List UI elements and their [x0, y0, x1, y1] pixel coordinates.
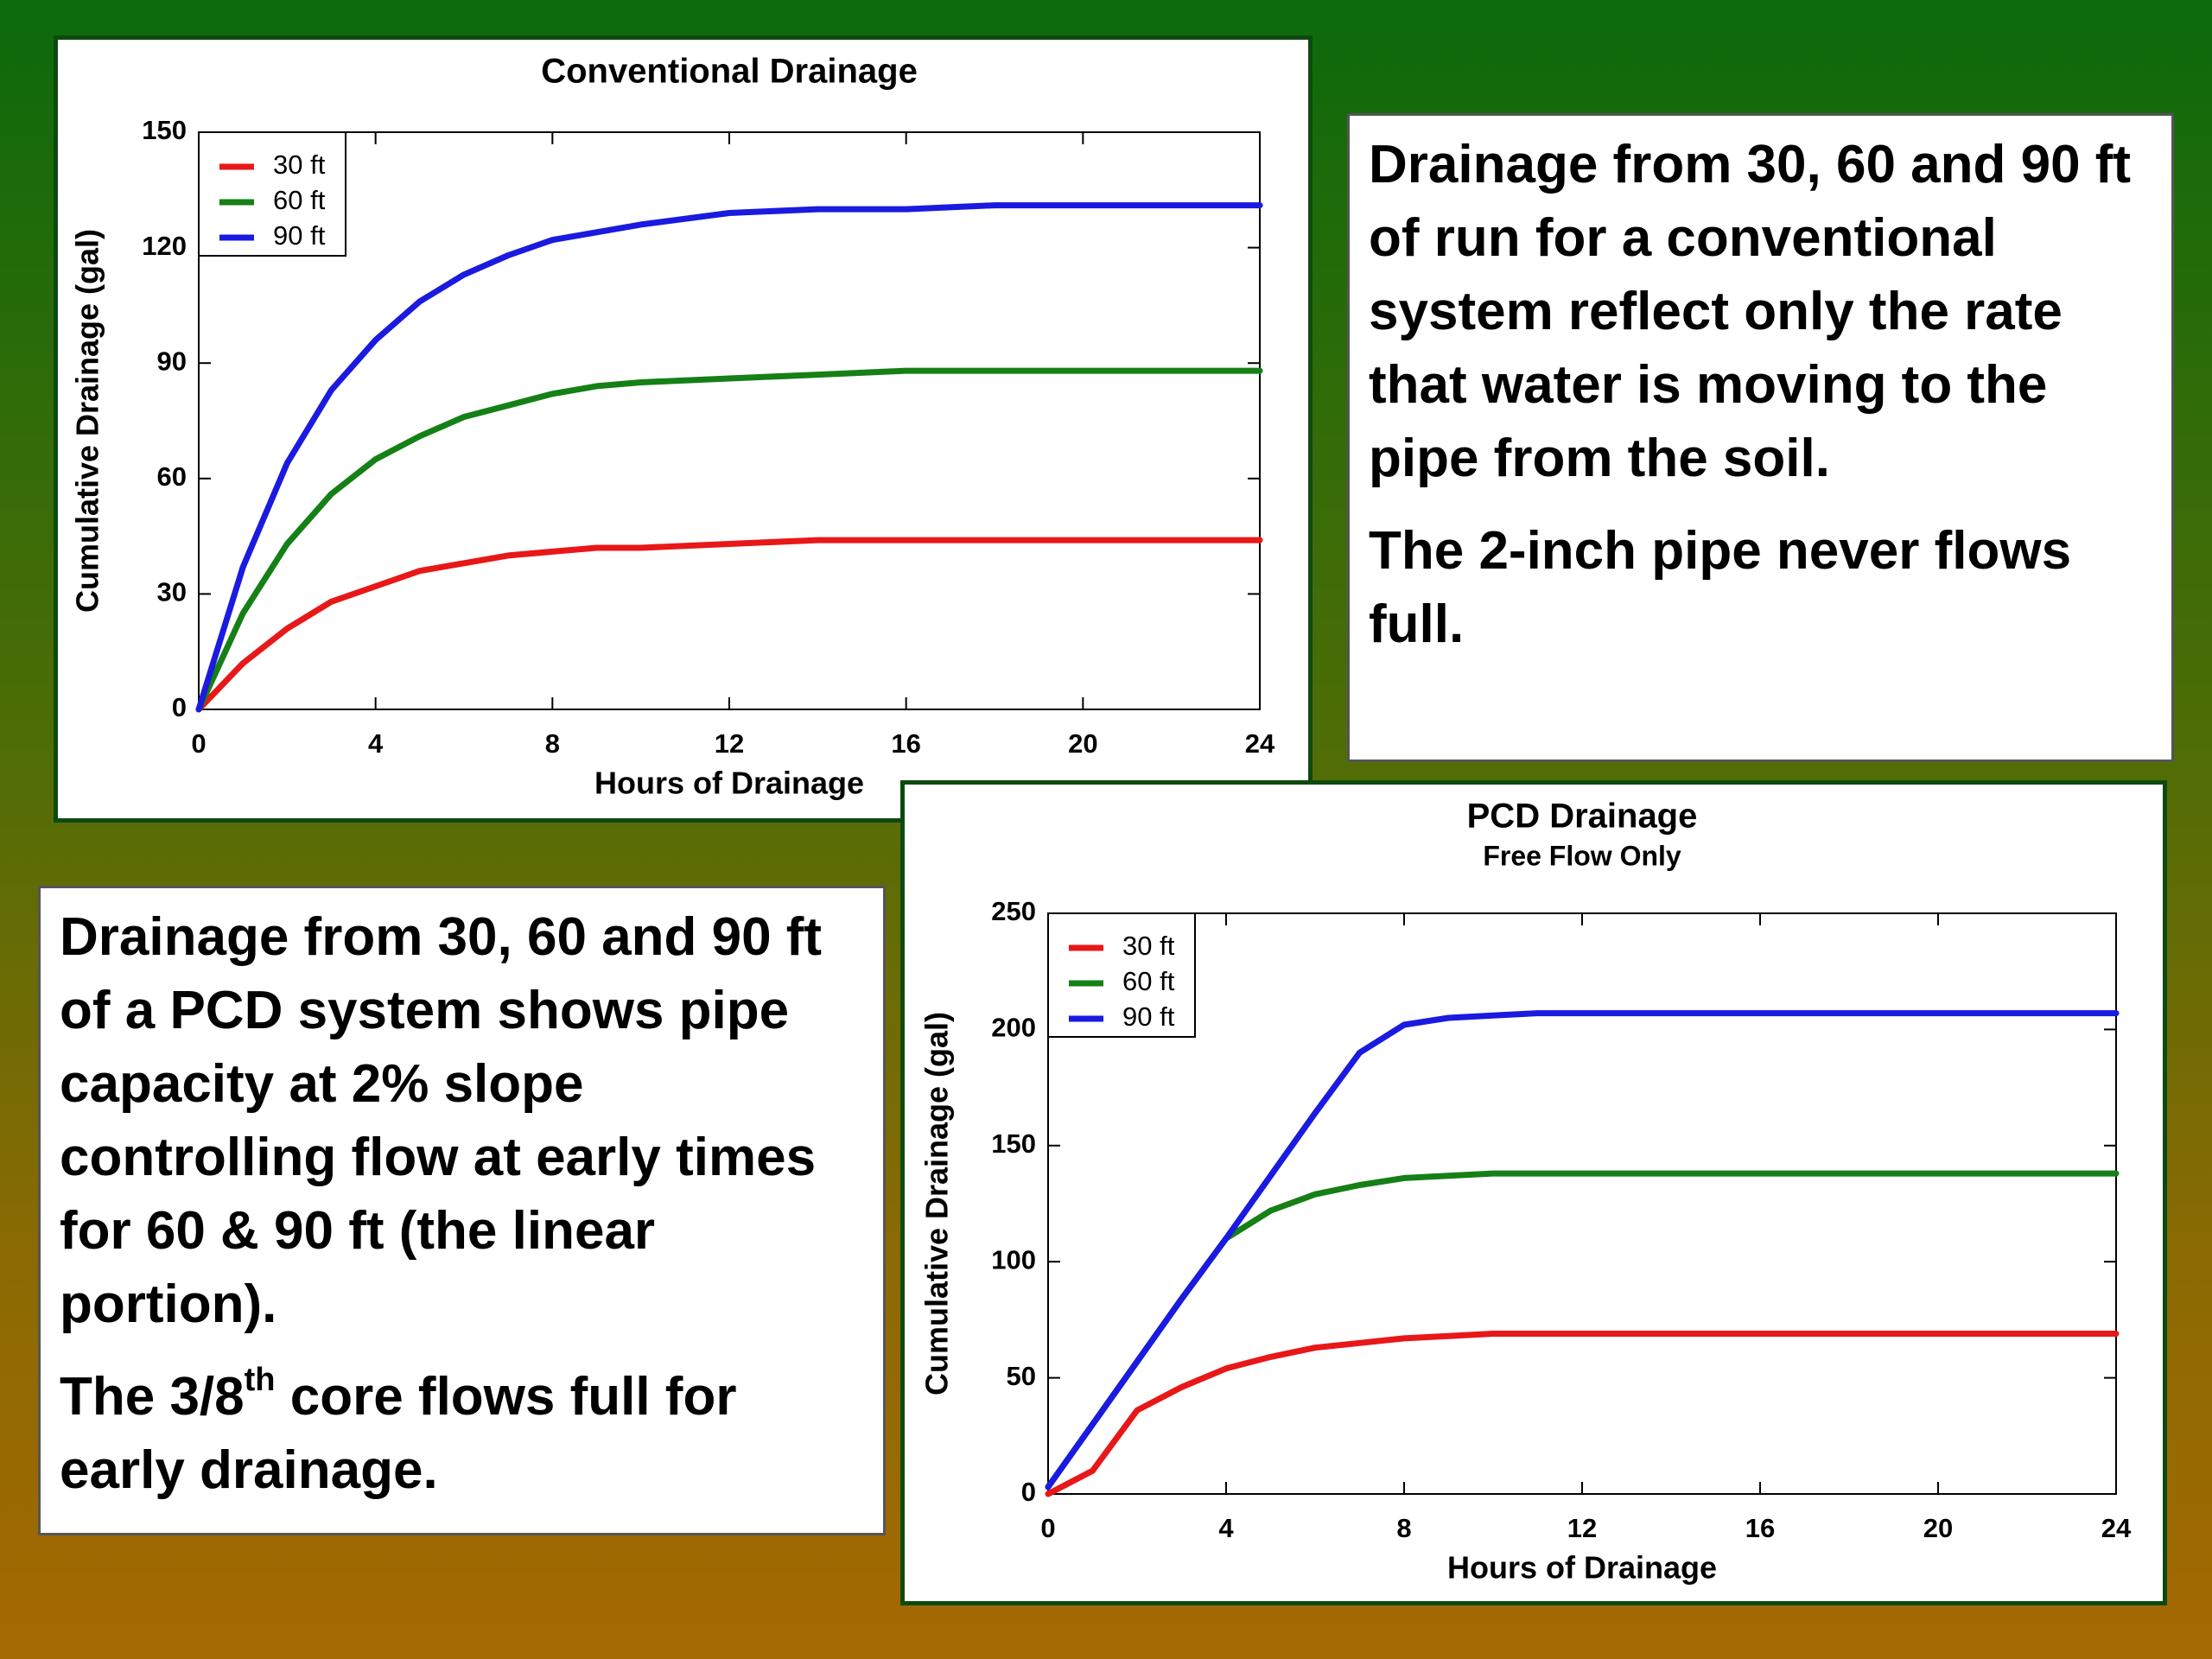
text-box: Drainage from 30, 60 and 90 ft of run fo…	[1347, 113, 2174, 762]
y-tick-label: 30	[157, 577, 187, 607]
legend-label: 90 ft	[1122, 1001, 1175, 1032]
chart-title: Conventional Drainage	[541, 53, 918, 91]
chart-title: PCD Drainage	[1467, 798, 1698, 836]
y-tick-label: 60	[157, 461, 187, 492]
series-line	[195, 367, 1263, 713]
x-axis-label: Hours of Drainage	[594, 766, 864, 801]
legend-label: 60 ft	[1122, 966, 1175, 996]
paragraph: The 3/8th core flows full for early drai…	[60, 1360, 864, 1507]
x-tick-label: 8	[1396, 1513, 1411, 1543]
series-line	[195, 537, 1263, 713]
series-line	[1045, 1010, 2120, 1491]
legend-label: 30 ft	[273, 149, 326, 180]
y-tick-label: 150	[142, 115, 187, 145]
y-tick-label: 120	[142, 231, 187, 261]
x-tick-label: 20	[1923, 1513, 1953, 1543]
x-tick-label: 16	[891, 728, 920, 759]
plot-frame	[198, 131, 1261, 710]
legend-label: 60 ft	[273, 185, 326, 215]
x-tick-label: 0	[191, 728, 206, 759]
chart-subtitle: Free Flow Only	[1483, 840, 1681, 871]
x-tick-label: 24	[2101, 1513, 2132, 1543]
y-tick-label: 90	[157, 346, 187, 376]
y-tick-label: 0	[1021, 1477, 1036, 1507]
y-tick-label: 150	[991, 1128, 1036, 1159]
y-tick-label: 100	[991, 1244, 1036, 1274]
x-tick-label: 20	[1068, 728, 1097, 759]
y-tick-label: 200	[991, 1013, 1036, 1043]
series-line	[1045, 1170, 2120, 1491]
y-axis-label: Cumulative Drainage (gal)	[919, 1012, 955, 1395]
plot-frame	[1047, 912, 2117, 1495]
y-tick-label: 250	[991, 896, 1036, 926]
series-line	[195, 202, 1263, 713]
x-tick-label: 0	[1040, 1513, 1055, 1543]
x-tick-label: 12	[1567, 1513, 1597, 1543]
y-tick-label: 0	[172, 692, 187, 722]
x-tick-label: 8	[545, 728, 560, 759]
x-tick-label: 4	[1218, 1513, 1234, 1543]
x-tick-label: 12	[715, 728, 744, 759]
x-tick-label: 4	[368, 728, 384, 759]
paragraph: The 2-inch pipe never flows full.	[1369, 521, 2072, 654]
x-tick-label: 16	[1745, 1513, 1775, 1543]
y-axis-label: Cumulative Drainage (gal)	[70, 229, 105, 613]
superscript: th	[244, 1362, 276, 1398]
legend-label: 90 ft	[273, 220, 326, 251]
text: core flows full for early drainage.	[60, 1367, 737, 1500]
paragraph: Drainage from 30, 60 and 90 ft of run fo…	[1369, 135, 2132, 488]
legend-label: 30 ft	[1122, 931, 1175, 961]
text-box: Drainage from 30, 60 and 90 ft of a PCD …	[38, 886, 886, 1535]
paragraph: Drainage from 30, 60 and 90 ft of a PCD …	[60, 907, 823, 1334]
x-tick-label: 24	[1245, 728, 1275, 759]
series-line	[1045, 1331, 2120, 1497]
x-axis-label: Hours of Drainage	[1447, 1550, 1717, 1586]
text: The 3/8	[60, 1367, 245, 1427]
y-tick-label: 50	[1007, 1361, 1036, 1391]
